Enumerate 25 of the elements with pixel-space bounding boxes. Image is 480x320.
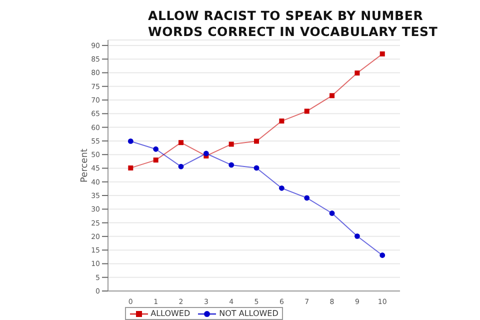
point — [228, 142, 234, 147]
point — [178, 140, 184, 146]
y-axis-title: Percent — [80, 148, 90, 182]
point — [178, 164, 184, 170]
legend-label: ALLOWED — [150, 309, 190, 318]
point — [278, 185, 284, 191]
chart-title: ALLOW RACIST TO SPEAK BY NUMBER WORDS CORRECT IN VOCABULARY TEST — [148, 8, 439, 40]
point — [304, 195, 310, 201]
point — [354, 233, 360, 239]
point — [203, 150, 209, 156]
point — [380, 252, 386, 258]
point — [329, 210, 335, 216]
point — [279, 118, 284, 124]
point — [128, 138, 134, 144]
point — [128, 165, 134, 170]
point — [354, 70, 360, 76]
point — [254, 138, 260, 144]
point — [330, 93, 335, 98]
point — [304, 108, 310, 114]
point — [153, 158, 158, 163]
legend-label: NOT ALLOWED — [218, 309, 278, 318]
point — [254, 165, 260, 171]
point — [228, 162, 234, 168]
point — [153, 146, 159, 152]
point — [380, 51, 385, 56]
